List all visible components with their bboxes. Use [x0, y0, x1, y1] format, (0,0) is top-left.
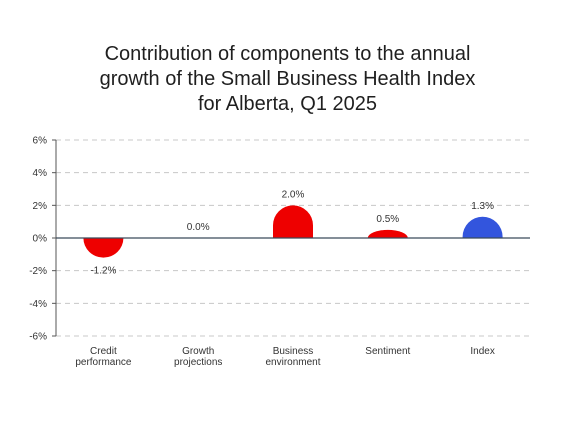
category-label: Growth: [182, 346, 214, 357]
category-label: Index: [470, 346, 494, 357]
bar: [273, 205, 313, 238]
bar: [367, 229, 408, 238]
y-tick-label: 2%: [33, 201, 48, 212]
chart-title-line-3: for Alberta, Q1 2025: [197, 93, 377, 115]
bars: [83, 205, 503, 258]
y-tick-label: -2%: [29, 266, 47, 277]
data-label: 1.3%: [471, 201, 494, 212]
chart-title-line-2: growth of the Small Business Health Inde…: [99, 68, 476, 90]
category-label: performance: [75, 357, 132, 368]
category-label: environment: [265, 357, 320, 368]
data-label: 0.0%: [187, 222, 210, 233]
category-label: Credit: [90, 346, 117, 357]
y-tick-label: 4%: [33, 168, 48, 179]
data-label: -1.2%: [90, 266, 116, 277]
y-tick-label: -6%: [29, 332, 47, 343]
data-label: 0.5%: [376, 214, 399, 225]
bar: [462, 216, 503, 238]
chart-title: Contribution of components to the annual…: [0, 42, 575, 117]
data-label: 2.0%: [282, 189, 305, 200]
category-label: Sentiment: [365, 346, 410, 357]
category-label: projections: [174, 357, 222, 368]
y-tick-label: 0%: [33, 234, 48, 245]
y-tick-label: 6%: [33, 136, 48, 147]
bar: [83, 238, 124, 258]
chart-title-line-1: Contribution of components to the annual: [104, 43, 471, 65]
y-tick-label: -4%: [29, 299, 47, 310]
category-label: Business: [273, 346, 314, 357]
axes: [52, 139, 57, 337]
